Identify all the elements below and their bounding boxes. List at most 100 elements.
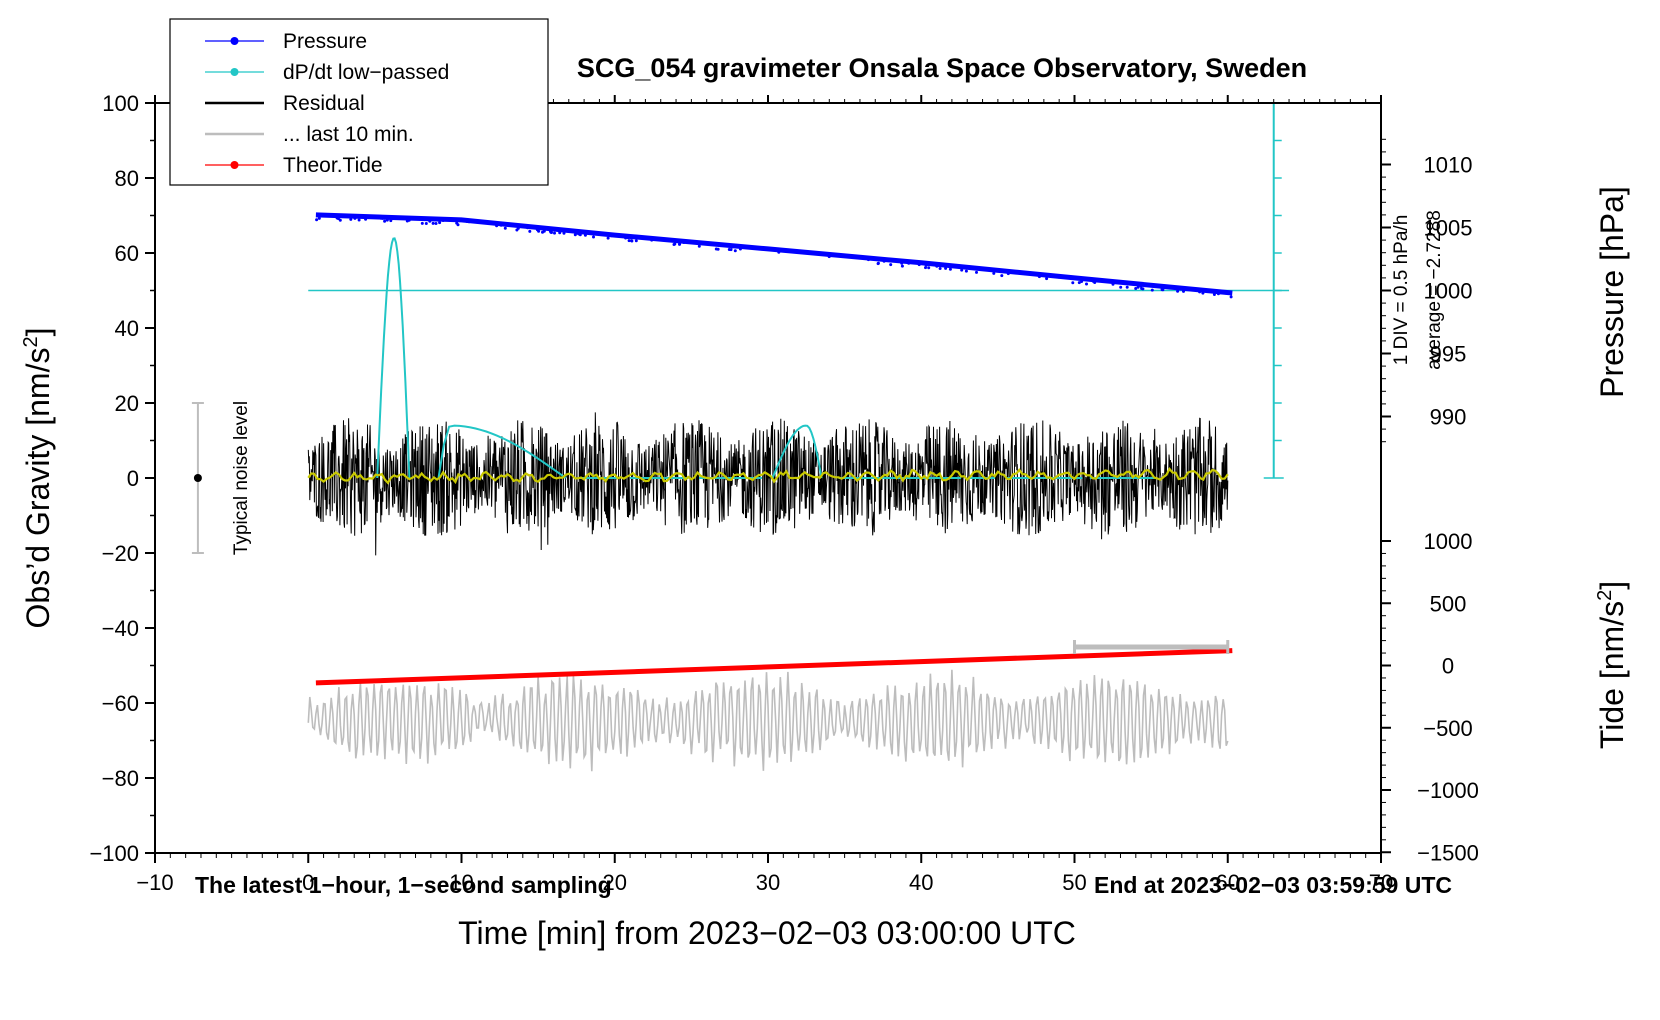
tide-axis-title-main: Tide [nm/s — [1594, 601, 1630, 749]
pressure-dot — [1111, 282, 1115, 286]
pressure-dot — [357, 218, 361, 222]
pressure-dot — [420, 221, 424, 225]
pressure-dot — [1224, 291, 1228, 295]
pressure-dot — [455, 219, 459, 223]
pressure-dot — [1077, 281, 1081, 285]
pressure-dot — [573, 233, 577, 237]
y-axis-title-sup: 2 — [20, 336, 42, 347]
noise-level-label: Typical noise level — [231, 401, 252, 555]
pressure-dot — [456, 223, 460, 227]
pressure-tick-label: 1010 — [1424, 153, 1473, 178]
x-tick-label: 40 — [909, 870, 933, 895]
pressure-dot — [407, 218, 411, 222]
legend-marker-4 — [230, 161, 239, 169]
footer-left-note: The latest 1−hour, 1−second sampling — [195, 872, 612, 898]
pressure-dot — [1057, 275, 1061, 279]
plot-frame — [154, 102, 1382, 854]
pressure-dot — [1140, 287, 1144, 290]
pressure-dot — [738, 247, 742, 251]
pressure-dot — [541, 230, 544, 234]
pressure-dot — [935, 264, 939, 268]
pressure-dot — [866, 258, 870, 262]
x-axis-title: Time [min] from 2023−02−03 03:00:00 UTC — [458, 915, 1076, 951]
gravity-tick-label: −100 — [89, 841, 139, 866]
pressure-dot — [938, 267, 942, 270]
tide-axis-title-sup: 2 — [1594, 590, 1616, 601]
pressure-dot — [876, 262, 880, 266]
x-tick-label: 60 — [1216, 870, 1240, 895]
x-tick-label: 30 — [756, 870, 780, 895]
last-10-min-window-bar — [1073, 640, 1230, 654]
legend: Pressure dP/dt low−passed Residual ... last… — [169, 18, 549, 186]
pressure-dot — [383, 219, 387, 223]
pressure-dot — [495, 224, 499, 228]
tide-tick-label: −1000 — [1417, 778, 1479, 803]
pressure-dot — [335, 216, 339, 220]
pressure-dot — [379, 216, 383, 220]
pressure-dot — [733, 249, 737, 253]
pressure-dot — [1093, 281, 1097, 284]
pressure-dot — [900, 264, 904, 268]
legend-label-1: dP/dt low−passed — [283, 61, 449, 84]
noise-bar-center-dot — [193, 474, 202, 482]
pressure-dot — [1134, 287, 1138, 290]
pressure-dot — [1154, 285, 1157, 288]
pressure-dot — [948, 267, 952, 271]
pressure-dot — [917, 263, 921, 267]
pressure-dot — [883, 258, 887, 262]
series-residual-smoothed — [307, 467, 1229, 485]
pressure-dot — [516, 226, 520, 230]
pressure-dot — [975, 270, 978, 274]
legend-marker-1 — [230, 68, 239, 76]
legend-label-3: ... last 10 min. — [283, 123, 414, 146]
pressure-dot — [1160, 288, 1164, 292]
pressure-dot — [1080, 280, 1084, 283]
pressure-dot — [966, 266, 970, 270]
pressure-dot — [650, 238, 654, 242]
pressure-dot — [465, 220, 469, 223]
pressure-dot — [629, 239, 633, 243]
pressure-dot — [553, 231, 556, 235]
pressure-dot — [499, 223, 503, 227]
pressure-dot — [1176, 289, 1180, 293]
pressure-dot — [537, 229, 541, 233]
pressure-dot — [827, 255, 831, 259]
series-last-10-min — [307, 669, 1229, 772]
pressure-dot — [1125, 285, 1129, 289]
pressure-dot — [960, 268, 964, 272]
pressure-dot — [385, 218, 389, 222]
x-tick-label: 70 — [1369, 870, 1393, 895]
pressure-dot — [1201, 291, 1205, 295]
legend-marker-0 — [230, 37, 239, 45]
pressure-dot — [575, 231, 579, 235]
pressure-dot — [944, 266, 948, 270]
gravity-tick-label: 60 — [115, 241, 139, 266]
legend-label-0: Pressure — [283, 30, 367, 53]
pressure-dot — [1182, 289, 1185, 293]
pressure-dot — [438, 221, 442, 225]
pressure-dot — [730, 245, 734, 249]
pressure-dot — [634, 239, 638, 243]
pressure-dot — [592, 235, 595, 239]
pressure-dot — [389, 219, 393, 223]
pressure-tick-label: 1000 — [1424, 279, 1473, 304]
pressure-dot — [606, 236, 610, 240]
pressure-dot — [461, 219, 465, 223]
tide-tick-label: 500 — [1430, 591, 1467, 616]
pressure-outlier-dots — [315, 216, 1233, 299]
pressure-dot — [729, 248, 733, 252]
pressure-dot — [927, 266, 931, 270]
pressure-dot — [924, 263, 928, 267]
gravity-tick-label: 100 — [102, 91, 139, 116]
pressure-dot — [627, 239, 631, 243]
footer-right-note: End at 2023−02−03 03:59:59 UTC — [1094, 872, 1452, 898]
chart-title: SCG_054 gravimeter Onsala Space Observat… — [577, 53, 1307, 83]
pressure-dot — [1037, 274, 1041, 277]
pressure-dot — [317, 216, 321, 220]
tide-tick-label: −1500 — [1417, 840, 1479, 865]
y-axis-title-main: Obs’d Gravity [nm/s — [20, 348, 56, 629]
pressure-tick-label: 990 — [1430, 405, 1467, 430]
pressure-dot — [528, 229, 532, 233]
y-axis-title: Obs’d Gravity [nm/s2] — [20, 328, 56, 629]
plot-area-layers — [191, 102, 1290, 772]
